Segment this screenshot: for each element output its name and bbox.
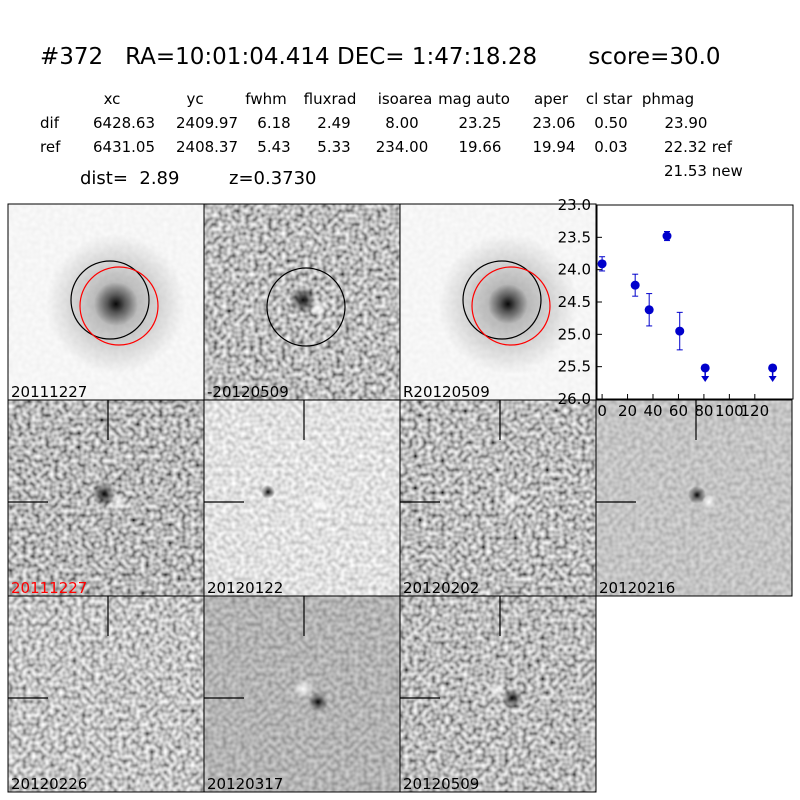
y-tick-label: 23.0 bbox=[558, 196, 591, 214]
y-tick-label: 24.0 bbox=[558, 261, 591, 279]
cell: 6.18 bbox=[257, 114, 290, 132]
source bbox=[110, 494, 126, 510]
cell: 23.25 bbox=[459, 114, 502, 132]
row-label: dif bbox=[40, 114, 60, 132]
stamp-label: 20120216 bbox=[599, 579, 675, 597]
point bbox=[597, 259, 607, 269]
source bbox=[293, 679, 313, 699]
stamp-label: 20111227 bbox=[11, 383, 87, 401]
stamp-label: 20120122 bbox=[207, 579, 283, 597]
y-tick-label: 25.0 bbox=[558, 325, 591, 343]
column-header: fwhm bbox=[245, 90, 286, 108]
stamp-label: 20120317 bbox=[207, 775, 283, 793]
source bbox=[94, 282, 138, 326]
stamp-label: 20111227 bbox=[11, 579, 87, 597]
source bbox=[502, 688, 522, 708]
point bbox=[700, 363, 710, 373]
aperture bbox=[70, 260, 150, 340]
cell: 6431.05 bbox=[93, 138, 155, 156]
column-header: fluxrad bbox=[304, 90, 357, 108]
cell: 2409.97 bbox=[176, 114, 238, 132]
x-tick-label: 80 bbox=[694, 402, 713, 420]
redshift: z=0.3730 bbox=[229, 168, 317, 189]
x-tick-label: 120 bbox=[740, 402, 769, 420]
limit-head bbox=[701, 375, 710, 382]
source bbox=[503, 491, 521, 509]
stamp-label: R20120509 bbox=[403, 383, 490, 401]
cell: 5.43 bbox=[257, 138, 290, 156]
aperture bbox=[79, 266, 159, 346]
cell: 0.50 bbox=[594, 114, 627, 132]
stamp-frame bbox=[399, 595, 597, 793]
cell: 6428.63 bbox=[93, 114, 155, 132]
source bbox=[309, 299, 327, 317]
point bbox=[644, 305, 654, 315]
limit-head bbox=[768, 375, 777, 382]
plot-area bbox=[596, 204, 794, 400]
stamp-label: -20120509 bbox=[207, 383, 289, 401]
point bbox=[662, 231, 672, 241]
stamp bbox=[204, 400, 400, 596]
column-header: isoarea bbox=[378, 90, 433, 108]
x-tick-label: 40 bbox=[643, 402, 662, 420]
cell: 5.33 bbox=[317, 138, 350, 156]
y-tick-label: 23.5 bbox=[558, 228, 591, 246]
x-tick-label: 20 bbox=[618, 402, 637, 420]
source bbox=[311, 495, 329, 513]
aperture bbox=[471, 266, 551, 346]
source bbox=[488, 284, 528, 324]
column-header: cl star bbox=[586, 90, 633, 108]
source bbox=[92, 482, 116, 506]
column-header: aper bbox=[534, 90, 569, 108]
cell: 19.94 bbox=[533, 138, 576, 156]
x-tick-label: 0 bbox=[597, 402, 607, 420]
column-header: mag auto bbox=[438, 90, 510, 108]
cell: 2408.37 bbox=[176, 138, 238, 156]
aperture bbox=[266, 267, 346, 347]
source bbox=[688, 486, 706, 504]
point bbox=[675, 326, 685, 336]
stamp-label: 20120226 bbox=[11, 775, 87, 793]
source bbox=[261, 485, 275, 499]
column-header: xc bbox=[104, 90, 121, 108]
y-tick-label: 25.5 bbox=[558, 358, 591, 376]
y-tick-label: 24.5 bbox=[558, 293, 591, 311]
source bbox=[702, 495, 716, 509]
cell: 0.03 bbox=[594, 138, 627, 156]
note: 21.53 new bbox=[664, 162, 743, 180]
cell: 23.06 bbox=[533, 114, 576, 132]
stamp-frame bbox=[595, 399, 793, 597]
row-label: ref bbox=[40, 138, 61, 156]
x-tick-label: 60 bbox=[669, 402, 688, 420]
source bbox=[308, 692, 328, 712]
cell: 8.00 bbox=[385, 114, 418, 132]
stamp-label: 20120509 bbox=[403, 775, 479, 793]
aperture bbox=[462, 260, 542, 340]
title: #372 RA=10:01:04.414 DEC= 1:47:18.28 sco… bbox=[40, 44, 721, 70]
cell: 19.66 bbox=[459, 138, 502, 156]
cell: 2.49 bbox=[317, 114, 350, 132]
cell: 234.00 bbox=[376, 138, 429, 156]
x-tick-label: 100 bbox=[715, 402, 744, 420]
point bbox=[768, 363, 778, 373]
cell: 23.90 bbox=[665, 114, 708, 132]
column-header: yc bbox=[186, 90, 203, 108]
stamp bbox=[400, 400, 596, 596]
dist: dist= 2.89 bbox=[80, 168, 179, 189]
cell: 22.32 ref bbox=[664, 138, 733, 156]
column-header: phmag bbox=[642, 90, 694, 108]
source bbox=[488, 681, 506, 699]
y-tick-label: 26.0 bbox=[558, 390, 591, 408]
stamp-label: 20120202 bbox=[403, 579, 479, 597]
stamp bbox=[8, 596, 204, 792]
point bbox=[630, 280, 640, 290]
